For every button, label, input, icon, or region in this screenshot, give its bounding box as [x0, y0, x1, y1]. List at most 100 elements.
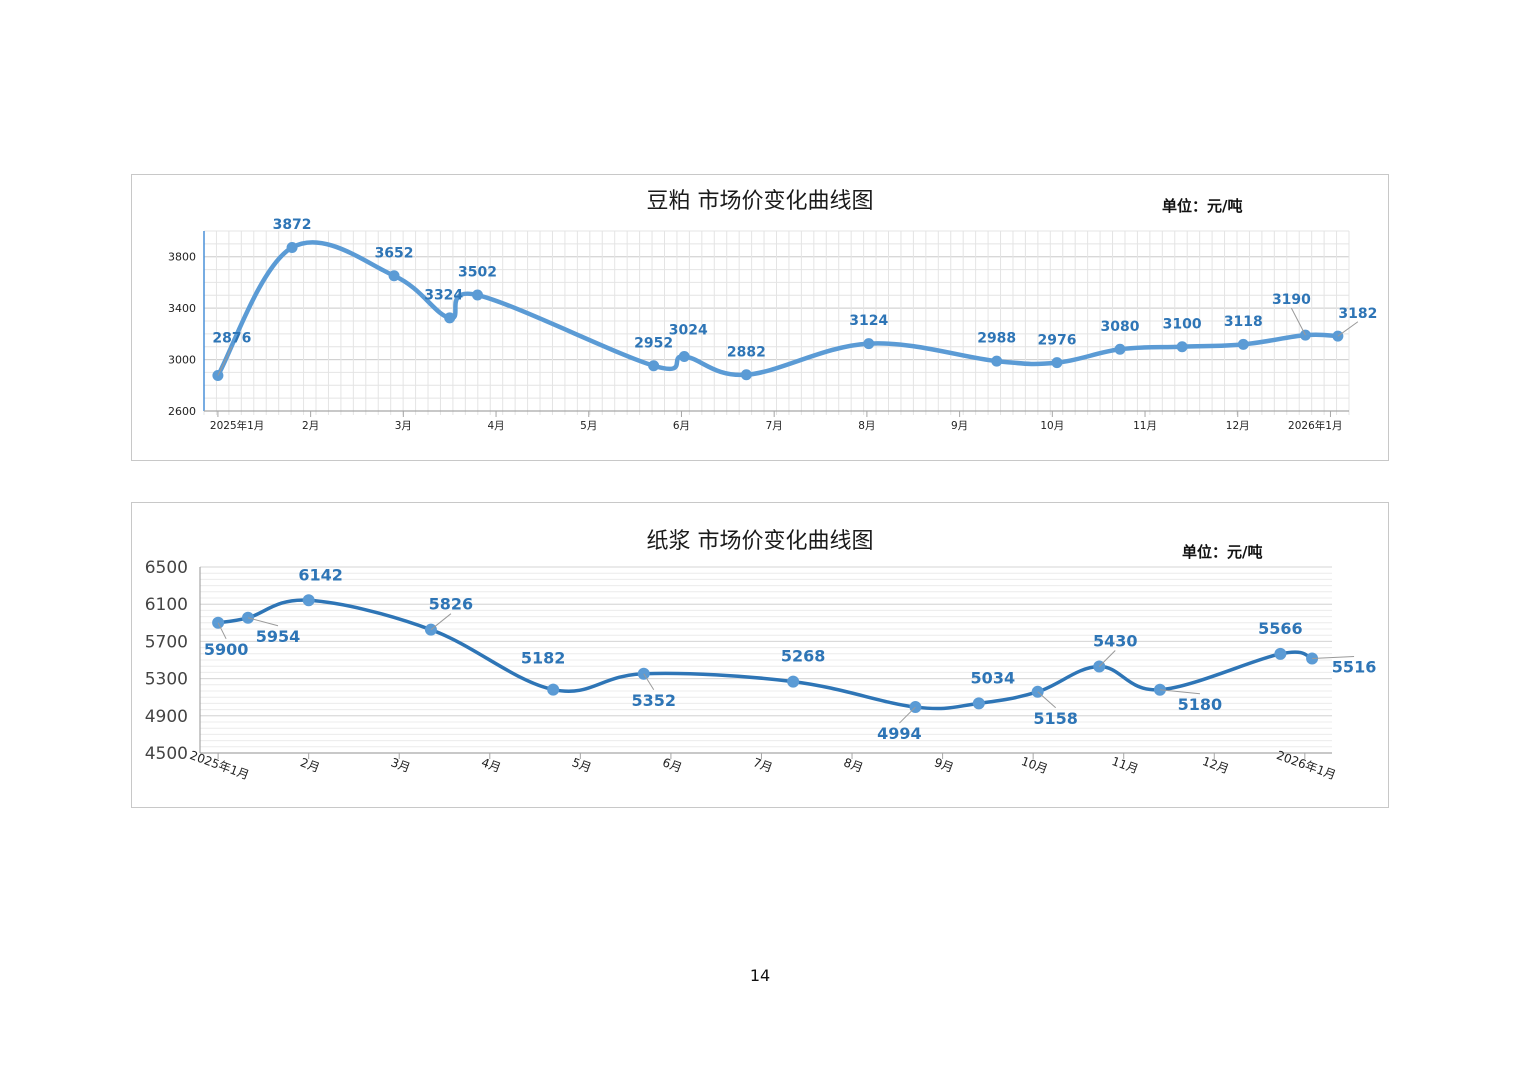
leader-line: [1337, 321, 1359, 337]
soymeal-chart-panel: 豆粕 市场价变化曲线图 单位：元/吨 2600 3000 3400 3800 2025年…: [131, 174, 1389, 461]
data-point: [424, 623, 437, 636]
data-point: [302, 594, 315, 607]
x-tick-label: 10月: [1019, 754, 1049, 776]
data-label: 5900: [204, 640, 249, 659]
x-tick-label: 4月: [480, 755, 503, 775]
data-label: 3652: [375, 245, 414, 261]
data-label: 5182: [521, 649, 566, 668]
y-tick-label: 4500: [145, 744, 188, 764]
leader-line: [1037, 691, 1057, 709]
leader-line: [643, 673, 655, 691]
data-label: 2988: [977, 331, 1016, 347]
data-label: 5566: [1258, 619, 1303, 638]
data-label: 3190: [1272, 292, 1311, 308]
data-point: [863, 338, 875, 350]
data-label: 5180: [1178, 695, 1223, 714]
leader-line: [217, 622, 227, 640]
leader-line: [1098, 650, 1116, 667]
x-tick-label: 7月: [766, 420, 783, 432]
leader-line: [1290, 307, 1306, 336]
y-tick-label: 3400: [168, 302, 196, 315]
data-label: 2876: [212, 331, 251, 347]
data-label: 3182: [1338, 306, 1377, 322]
x-tick-label: 6月: [673, 420, 690, 432]
data-label: 5826: [429, 595, 474, 614]
y-tick-label: 2600: [168, 405, 196, 418]
y-tick-label: 5300: [145, 670, 188, 690]
x-tick-label: 9月: [932, 755, 955, 775]
data-label: 3080: [1101, 319, 1140, 335]
y-tick-label: 5700: [145, 632, 188, 652]
y-tick-label: 6500: [145, 558, 188, 578]
data-point: [1051, 357, 1063, 369]
page-number: 14: [749, 966, 771, 985]
x-tick-label: 5月: [580, 420, 597, 432]
pulp-chart-panel: 纸浆 市场价变化曲线图 单位：元/吨 4500 4900 5300 5700 6100 6…: [131, 502, 1389, 808]
data-label: 2952: [634, 335, 673, 351]
data-label: 3118: [1224, 314, 1263, 330]
data-point: [787, 675, 800, 688]
data-point: [972, 697, 985, 710]
data-label: 5158: [1033, 709, 1078, 728]
series-line: [215, 240, 1341, 378]
unit-label: 单位：元/吨: [1162, 197, 1243, 215]
x-tick-label: 9月: [951, 420, 968, 432]
data-label: 5516: [1332, 658, 1377, 677]
x-tick-label: 3月: [389, 755, 412, 775]
y-tick-label: 3800: [168, 251, 196, 264]
x-tick-label: 8月: [842, 755, 865, 775]
data-label: 3024: [669, 322, 708, 338]
data-label: 5954: [256, 627, 301, 646]
data-point: [648, 360, 660, 372]
data-label: 3100: [1163, 316, 1202, 332]
x-tick-label: 8月: [858, 420, 875, 432]
soymeal-plot: 2600 3000 3400 3800 2025年1月 2月 3月 4月 5月 6月 7月 8月 9月 1…: [168, 217, 1377, 432]
x-tick-label: 12月: [1200, 754, 1230, 776]
data-label: 2976: [1037, 332, 1076, 348]
leader-line: [430, 613, 452, 631]
data-label: 3124: [849, 313, 888, 329]
x-tick-label: 10月: [1040, 420, 1064, 432]
chart-title: 豆粕 市场价变化曲线图: [646, 189, 874, 214]
data-point: [678, 350, 690, 362]
data-point: [286, 241, 298, 253]
y-tick-label: 4900: [145, 707, 188, 727]
data-label: 5268: [781, 647, 826, 666]
data-label: 5430: [1093, 632, 1138, 651]
x-tick-label: 7月: [751, 755, 774, 775]
leader-line: [1159, 689, 1200, 695]
x-tick-label: 12月: [1226, 420, 1250, 432]
x-tick-label: 11月: [1133, 420, 1157, 432]
y-tick-label: 6100: [145, 595, 188, 615]
data-point: [991, 355, 1003, 367]
x-tick-label: 5月: [570, 755, 593, 775]
data-point: [241, 611, 254, 624]
x-tick-label: 3月: [395, 420, 412, 432]
leader-line: [217, 346, 233, 376]
x-tick-label: 2025年1月: [210, 419, 264, 432]
series-line: [216, 598, 1314, 711]
data-point: [1274, 647, 1287, 660]
x-tick-label: 2月: [298, 755, 321, 775]
data-label: 5352: [631, 691, 676, 710]
x-tick-label: 2026年1月: [1288, 419, 1342, 432]
data-point: [1114, 343, 1126, 355]
data-point: [1237, 338, 1249, 350]
leader-line: [1312, 656, 1355, 660]
data-point: [444, 312, 456, 324]
chart-title: 纸浆 市场价变化曲线图: [646, 529, 874, 554]
gridlines: [203, 230, 1350, 415]
x-tick-label: 2月: [302, 420, 319, 432]
data-point: [212, 616, 225, 629]
data-label: 4994: [877, 724, 922, 743]
data-label: 3502: [458, 265, 497, 281]
leader-line: [247, 617, 279, 627]
data-point: [1176, 341, 1188, 353]
x-tick-label: 11月: [1110, 754, 1140, 776]
unit-label: 单位：元/吨: [1182, 543, 1263, 561]
data-label: 3872: [273, 217, 312, 233]
y-tick-label: 3000: [168, 353, 196, 366]
leader-line: [899, 706, 916, 724]
x-tick-label: 4月: [487, 420, 504, 432]
data-label: 5034: [971, 668, 1016, 687]
